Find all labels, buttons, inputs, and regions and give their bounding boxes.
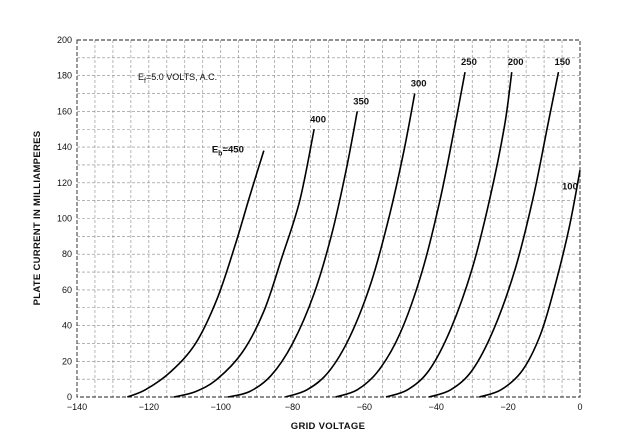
y-tick-label: 120 xyxy=(57,178,72,188)
curve-eb-150 xyxy=(428,71,560,398)
x-tick-label: −20 xyxy=(501,402,516,412)
annotation-text: =5.0 VOLTS, A.C. xyxy=(146,72,217,82)
x-tick-label: −100 xyxy=(211,402,231,412)
curve-eb-350 xyxy=(227,111,359,398)
curve-eb-450 xyxy=(127,150,265,398)
curve-label-eb-150: 150 xyxy=(554,57,570,68)
curve-eb-200 xyxy=(385,72,513,398)
y-tick-label: 40 xyxy=(62,321,72,331)
curves xyxy=(127,71,581,398)
annotation-symbol: E xyxy=(138,72,144,82)
y-tick-label: 60 xyxy=(62,285,72,295)
x-tick-label: −140 xyxy=(67,402,87,412)
curve-labels: Eb=450 400 350 300 250 200 150 100 xyxy=(212,57,578,192)
x-tick-label: −60 xyxy=(357,402,372,412)
curve-eb-250 xyxy=(335,71,466,398)
x-tick-label: −80 xyxy=(285,402,300,412)
y-tick-label: 160 xyxy=(57,106,72,116)
x-tick-label: 0 xyxy=(577,402,582,412)
eb-value: =450 xyxy=(222,145,243,156)
curve-label-eb-300: 300 xyxy=(411,79,427,90)
curve-eb-100 xyxy=(479,170,581,398)
y-tick-label: 200 xyxy=(57,35,72,45)
annotation-subscript: f xyxy=(144,78,146,85)
y-axis-title: PLATE CURRENT IN MILLIAMPERES xyxy=(32,131,43,306)
grid xyxy=(77,40,580,397)
tick-labels: −140 −120 −100 −80 −60 −40 −20 0 0 20 40 60 80 100 120… xyxy=(57,35,583,412)
curve-label-eb-450: Eb=450 xyxy=(212,145,244,158)
y-tick-label: 80 xyxy=(62,249,72,259)
curve-label-eb-350: 350 xyxy=(353,96,369,107)
curve-eb-300 xyxy=(285,93,416,398)
y-tick-label: 140 xyxy=(57,142,72,152)
filament-voltage-annotation: Ef=5.0 VOLTS, A.C. xyxy=(138,72,217,85)
curve-label-eb-200: 200 xyxy=(508,57,524,68)
y-tick-label: 180 xyxy=(57,71,72,81)
eb-subscript: b xyxy=(218,151,222,158)
curve-label-eb-100: 100 xyxy=(562,181,578,192)
x-tick-label: −120 xyxy=(139,402,159,412)
curve-label-eb-250: 250 xyxy=(461,57,477,68)
curve-label-eb-400: 400 xyxy=(310,114,326,125)
y-tick-label: 100 xyxy=(57,214,72,224)
x-axis-title: GRID VOLTAGE xyxy=(291,421,366,432)
curve-eb-400 xyxy=(173,129,315,398)
plot-frame xyxy=(76,39,581,398)
eb-symbol: E xyxy=(212,145,218,156)
y-tick-label: 20 xyxy=(62,356,72,366)
x-tick-label: −40 xyxy=(429,402,444,412)
y-tick-label: 0 xyxy=(67,392,72,402)
